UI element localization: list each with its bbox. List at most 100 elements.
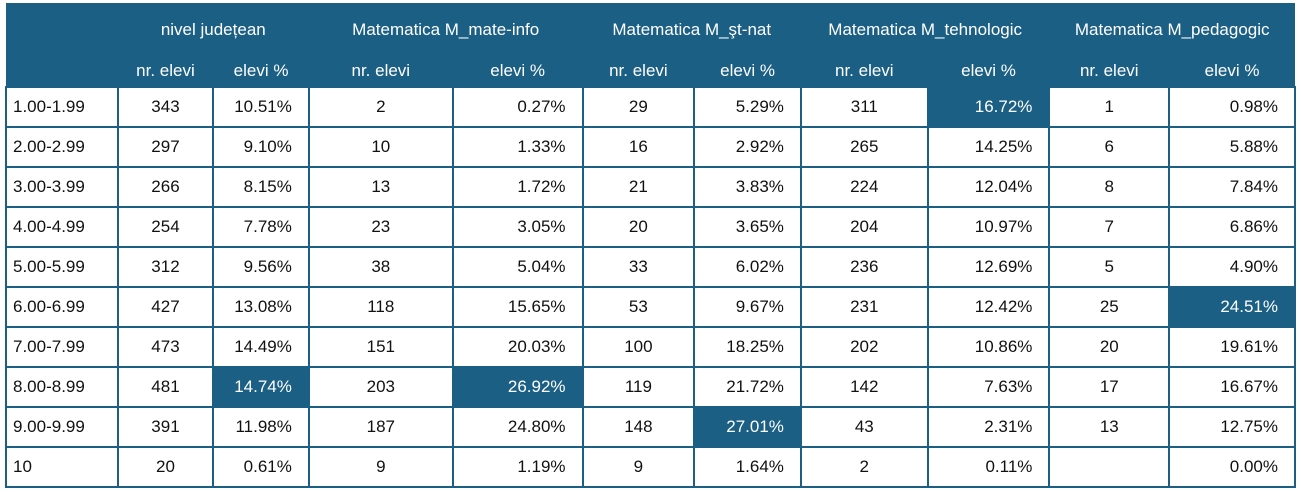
grade-range-cell: 6.00-6.99: [5, 286, 119, 328]
student-count-cell: 151: [307, 326, 454, 368]
student-percent-cell: 18.25%: [693, 326, 802, 368]
table-body: 1.00-1.99 343 10.51% 2 0.27% 29 5.29% 311 16.72%…: [5, 86, 1296, 488]
group-header-row: nivel județean Matematica M_mate-info Ma…: [6, 3, 1295, 56]
student-percent-cell: 7.84%: [1168, 166, 1296, 208]
student-count-cell: 187: [307, 406, 454, 448]
student-count-cell: 6: [1048, 126, 1171, 168]
student-count-cell: 119: [581, 366, 696, 408]
student-count-cell: 29: [581, 86, 696, 128]
student-percent-cell: 9.56%: [212, 246, 310, 288]
column-header: [6, 56, 118, 87]
student-percent-cell: 8.15%: [212, 166, 310, 208]
table-row: 1.00-1.99 343 10.51% 2 0.27% 29 5.29% 311 16.72%…: [5, 86, 1296, 128]
student-percent-cell: 0.27%: [451, 86, 584, 128]
student-percent-cell: 2.31%: [926, 406, 1051, 448]
student-count-cell: 118: [307, 286, 454, 328]
grade-range-cell: 1.00-1.99: [5, 86, 119, 128]
student-percent-cell: 2.92%: [693, 126, 802, 168]
table-row: 10 20 0.61% 9 1.19% 9 1.64% 2 0.11% 0.00%: [5, 446, 1296, 488]
student-count-cell: 23: [307, 206, 454, 248]
grade-range-cell: 8.00-8.99: [5, 366, 119, 408]
student-count-cell: 2: [307, 86, 454, 128]
student-percent-cell: 12.04%: [926, 166, 1051, 208]
student-count-cell: 8: [1048, 166, 1171, 208]
column-header: nr. elevi: [582, 56, 695, 87]
grade-range-cell: 10: [5, 446, 119, 488]
student-percent-cell: 12.75%: [1168, 406, 1296, 448]
student-count-cell: 2: [799, 446, 929, 488]
column-header: nr. elevi: [1049, 56, 1170, 87]
group-header-mate-info: Matematica M_mate-info: [308, 3, 583, 56]
student-percent-cell: 6.86%: [1168, 206, 1296, 248]
group-header-tehnologic: Matematica M_tehnologic: [800, 3, 1050, 56]
student-count-cell: 312: [116, 246, 215, 288]
column-header: elevi %: [213, 56, 309, 87]
group-header-st-nat: Matematica M_şt-nat: [582, 3, 801, 56]
student-percent-cell: 4.90%: [1168, 246, 1296, 288]
student-percent-cell: 3.83%: [693, 166, 802, 208]
student-percent-cell: 16.67%: [1168, 366, 1296, 408]
column-header: elevi %: [1169, 56, 1295, 87]
student-count-cell: 343: [116, 86, 215, 128]
student-percent-cell: 1.72%: [451, 166, 584, 208]
table-row: 9.00-9.99 391 11.98% 187 24.80% 148 27.01% 43 2.…: [5, 406, 1296, 448]
column-header: elevi %: [694, 56, 801, 87]
grade-range-cell: 7.00-7.99: [5, 326, 119, 368]
student-percent-cell: 24.51%: [1168, 286, 1296, 328]
student-count-cell: 265: [799, 126, 929, 168]
student-percent-cell: 12.42%: [926, 286, 1051, 328]
student-percent-cell: 0.61%: [212, 446, 310, 488]
column-header: nr. elevi: [117, 56, 214, 87]
student-percent-cell: 9.10%: [212, 126, 310, 168]
student-count-cell: 203: [307, 366, 454, 408]
student-count-cell: 254: [116, 206, 215, 248]
student-count-cell: 25: [1048, 286, 1171, 328]
grade-range-cell: 2.00-2.99: [5, 126, 119, 168]
student-count-cell: 20: [581, 206, 696, 248]
student-count-cell: 148: [581, 406, 696, 448]
student-count-cell: 21: [581, 166, 696, 208]
student-percent-cell: 21.72%: [693, 366, 802, 408]
student-percent-cell: 19.61%: [1168, 326, 1296, 368]
student-percent-cell: 7.63%: [926, 366, 1051, 408]
student-percent-cell: 12.69%: [926, 246, 1051, 288]
grade-range-cell: 3.00-3.99: [5, 166, 119, 208]
column-header: nr. elevi: [308, 56, 453, 87]
student-count-cell: 38: [307, 246, 454, 288]
student-count-cell: 204: [799, 206, 929, 248]
student-count-cell: 1: [1048, 86, 1171, 128]
student-percent-cell: 1.19%: [451, 446, 584, 488]
student-percent-cell: 1.33%: [451, 126, 584, 168]
student-count-cell: 236: [799, 246, 929, 288]
student-count-cell: [1048, 446, 1171, 488]
student-count-cell: 33: [581, 246, 696, 288]
table-row: 5.00-5.99 312 9.56% 38 5.04% 33 6.02% 236 12.69%…: [5, 246, 1296, 288]
student-percent-cell: 3.65%: [693, 206, 802, 248]
table-row: 4.00-4.99 254 7.78% 23 3.05% 20 3.65% 204 10.97%…: [5, 206, 1296, 248]
student-percent-cell: 27.01%: [693, 406, 802, 448]
student-percent-cell: 0.00%: [1168, 446, 1296, 488]
table-row: 8.00-8.99 481 14.74% 203 26.92% 119 21.72% 142 7…: [5, 366, 1296, 408]
table-row: 7.00-7.99 473 14.49% 151 20.03% 100 18.25% 202 1…: [5, 326, 1296, 368]
student-count-cell: 53: [581, 286, 696, 328]
column-header: elevi %: [452, 56, 583, 87]
table-row: 6.00-6.99 427 13.08% 118 15.65% 53 9.67% 231 12.…: [5, 286, 1296, 328]
column-header-row: nr. elevi elevi % nr. elevi elevi % nr. …: [6, 56, 1295, 87]
student-percent-cell: 11.98%: [212, 406, 310, 448]
student-percent-cell: 14.25%: [926, 126, 1051, 168]
column-header: nr. elevi: [800, 56, 928, 87]
student-percent-cell: 7.78%: [212, 206, 310, 248]
student-count-cell: 224: [799, 166, 929, 208]
student-count-cell: 20: [116, 446, 215, 488]
student-count-cell: 20: [1048, 326, 1171, 368]
grade-range-cell: 9.00-9.99: [5, 406, 119, 448]
student-count-cell: 100: [581, 326, 696, 368]
grade-range-cell: 5.00-5.99: [5, 246, 119, 288]
student-count-cell: 5: [1048, 246, 1171, 288]
student-count-cell: 13: [307, 166, 454, 208]
student-count-cell: 17: [1048, 366, 1171, 408]
student-percent-cell: 5.29%: [693, 86, 802, 128]
student-percent-cell: 15.65%: [451, 286, 584, 328]
student-percent-cell: 5.88%: [1168, 126, 1296, 168]
group-header-pedagogic: Matematica M_pedagogic: [1049, 3, 1295, 56]
